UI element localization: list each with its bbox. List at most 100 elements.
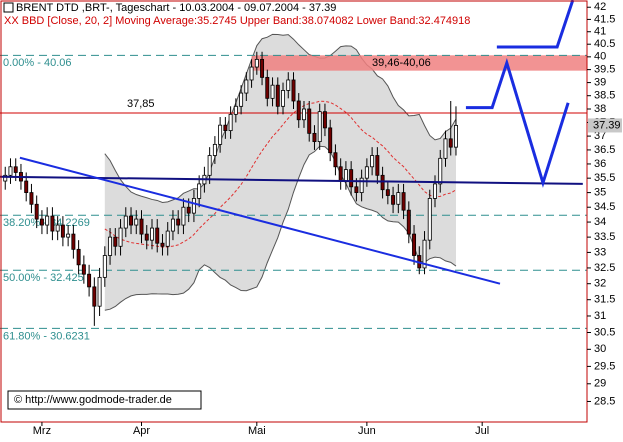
candle-body	[291, 79, 296, 102]
candle-body	[129, 215, 133, 226]
candle-body	[207, 155, 212, 176]
candle-body	[39, 218, 44, 226]
moving-average	[104, 100, 457, 248]
y-tick-label: 32.5	[594, 262, 615, 274]
y-tick-label: 40	[594, 51, 606, 63]
candle-body	[92, 286, 97, 307]
candle-body	[160, 242, 165, 247]
candle-body	[50, 215, 55, 232]
candle-body	[302, 108, 306, 121]
candle-body	[97, 276, 102, 307]
y-tick-label: 28.5	[594, 395, 615, 407]
y-tick-label: 32	[594, 278, 606, 290]
y-tick-label: 34	[594, 216, 606, 228]
resistance-label: 39,46-40,06	[372, 57, 431, 69]
candle-body	[286, 79, 291, 91]
candle-body	[181, 206, 186, 226]
candle-body	[260, 58, 265, 78]
x-tick-label: Apr	[133, 425, 150, 437]
y-tick-label: 31.5	[594, 294, 615, 306]
y-tick-label: 30	[594, 343, 606, 355]
candle-body	[218, 124, 223, 145]
candle-body	[176, 218, 181, 226]
candle-body	[144, 233, 149, 241]
y-tick-label: 39.5	[594, 64, 615, 76]
x-tick-label: Mrz	[33, 425, 51, 437]
title-icon	[3, 2, 14, 13]
candle-body	[406, 209, 411, 235]
y-tick-label: 38	[594, 103, 606, 115]
y-tick-label: 38.5	[594, 90, 615, 102]
candle-body	[401, 192, 406, 211]
candle-body	[385, 189, 390, 196]
source-box	[7, 390, 202, 410]
candle-body	[454, 125, 458, 148]
y-tick-label: 30.5	[594, 326, 615, 338]
indicator-label: XX BBD [Close, 20, 2] Moving Average:35.…	[4, 15, 470, 27]
candle-body	[134, 218, 139, 226]
candle-body	[123, 215, 128, 229]
y-tick-label: 41.5	[594, 13, 615, 25]
candle-body	[270, 84, 275, 99]
candle-body	[66, 233, 71, 238]
candle-body	[265, 76, 270, 99]
y-tick-label: 35.5	[594, 172, 615, 184]
source: © http://www.godmode-trader.de	[14, 394, 172, 406]
chart-title: BRENT DTD ,BRT-, Tageschart - 10.03.2004…	[16, 2, 336, 14]
y-tick-label: 34.5	[594, 201, 615, 213]
candle-body	[191, 198, 196, 214]
candle-body	[296, 100, 301, 121]
candle-body	[186, 206, 191, 214]
candle-body	[244, 79, 249, 94]
upper-band	[104, 33, 457, 203]
fib-label: 0.00% - 40.06	[3, 57, 72, 69]
candle-body	[55, 224, 60, 232]
candle-body	[343, 169, 348, 182]
candle-body	[3, 174, 8, 182]
candle-body	[370, 155, 375, 168]
resistance-zone	[251, 55, 588, 71]
candle-body	[312, 132, 317, 143]
y-tick-label: 41	[594, 26, 606, 38]
candle-body	[307, 108, 312, 134]
y-tick-label: 33.5	[594, 231, 615, 243]
level-label: 37,85	[127, 98, 155, 110]
y-tick-label: 42	[594, 1, 606, 13]
plot-frame	[0, 0, 588, 423]
candle-body	[396, 192, 401, 205]
candle-body	[155, 227, 160, 244]
candle-body	[81, 264, 86, 275]
candle-body	[333, 152, 338, 168]
candle-body	[427, 198, 432, 241]
fib-label: 61.80% - 30.6231	[3, 330, 90, 342]
candle-body	[228, 113, 233, 132]
y-tick-label: 40.5	[594, 38, 615, 50]
candle-body	[349, 169, 354, 188]
price-box	[588, 118, 622, 133]
candle-body	[76, 248, 81, 266]
candle-body	[8, 166, 13, 176]
candle-body	[102, 255, 107, 278]
candle-body	[380, 174, 385, 191]
candle-body	[433, 183, 437, 199]
x-tick-label: Jun	[358, 425, 376, 437]
y-tick-label: 29.5	[594, 360, 615, 372]
fib-label: 50.00% - 32.425	[3, 272, 84, 284]
candle-body	[170, 218, 175, 232]
y-tick-label: 33	[594, 246, 606, 258]
candle-body	[391, 195, 396, 205]
candle-body	[87, 273, 92, 288]
candle-body	[275, 84, 280, 107]
y-tick-label: 35	[594, 187, 606, 199]
candle-body	[45, 215, 50, 226]
candle-body	[322, 111, 327, 129]
candle-body	[139, 218, 144, 235]
bollinger-band	[104, 34, 456, 311]
candle-body	[118, 227, 123, 247]
candle-body	[422, 239, 427, 269]
y-tick-label: 31	[594, 310, 606, 322]
candle-body	[281, 90, 285, 107]
candle-body	[108, 236, 113, 256]
